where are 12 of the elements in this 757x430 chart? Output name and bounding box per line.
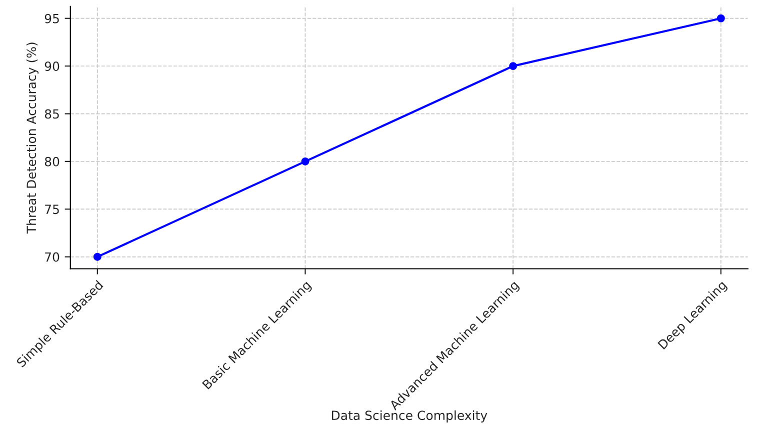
y-tick-label: 75 xyxy=(45,204,59,214)
point xyxy=(716,14,725,22)
y-tick-label: 90 xyxy=(44,62,60,71)
point xyxy=(509,62,518,70)
y-tick-label: 70 xyxy=(45,252,60,262)
y-tick-label: 85 xyxy=(44,109,59,119)
y-tick-label: 80 xyxy=(44,156,60,166)
y-axis-title: Threat Detection Accuracy (%) xyxy=(26,42,39,234)
point xyxy=(301,157,310,166)
point xyxy=(93,252,102,261)
x-axis-title: Data Science Complexity xyxy=(332,410,488,422)
y-tick-label: 95 xyxy=(44,14,59,24)
